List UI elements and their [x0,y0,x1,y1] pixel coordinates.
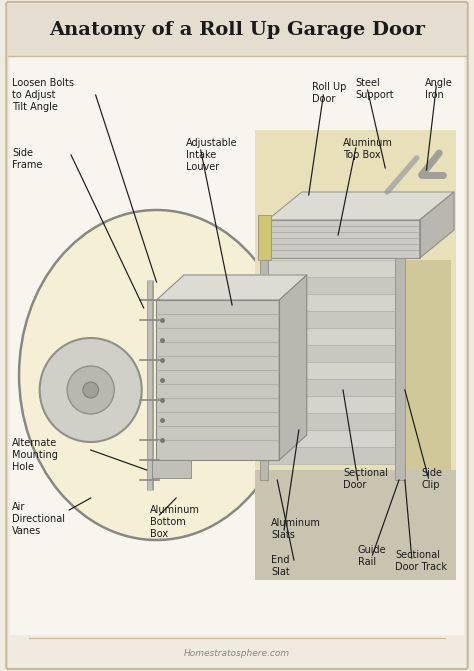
Text: Roll Up
Door: Roll Up Door [311,82,346,104]
Polygon shape [156,275,307,300]
Polygon shape [279,275,307,460]
Text: Angle
Iron: Angle Iron [425,78,452,100]
Text: Alternate
Mounting
Hole: Alternate Mounting Hole [12,438,58,472]
Text: Sectional
Door: Sectional Door [343,468,388,490]
Bar [260,258,268,480]
Bar [395,258,405,480]
Bar [156,300,279,460]
Text: Aluminum
Top Box: Aluminum Top Box [343,138,393,160]
Text: Guide
Rail: Guide Rail [358,545,386,567]
Polygon shape [419,192,454,258]
Bar [397,260,451,580]
Polygon shape [267,192,454,220]
Circle shape [83,382,99,398]
Text: Sectional
Door Track: Sectional Door Track [395,550,447,572]
Bar [267,413,397,430]
Bar [267,345,397,362]
Bar [267,430,397,447]
Text: Aluminum
Bottom
Box: Aluminum Bottom Box [150,505,200,539]
Text: End
Slat: End Slat [271,555,290,577]
Bar [8,4,466,56]
Bar [267,277,397,294]
Bar [267,311,397,328]
Bar [267,260,397,277]
Text: Anatomy of a Roll Up Garage Door: Anatomy of a Roll Up Garage Door [49,21,425,39]
Circle shape [67,366,114,414]
Bar [267,220,419,258]
Text: Loosen Bolts
to Adjust
Tilt Angle: Loosen Bolts to Adjust Tilt Angle [12,78,74,112]
FancyBboxPatch shape [6,2,468,669]
Text: Adjustable
Intake
Louver: Adjustable Intake Louver [186,138,237,172]
Bar [267,294,397,311]
Circle shape [40,338,142,442]
Text: Side
Clip: Side Clip [421,468,443,490]
Ellipse shape [19,210,294,540]
Bar [10,57,464,635]
Text: Air
Directional
Vanes: Air Directional Vanes [12,502,65,536]
Bar [267,447,397,464]
Bar [267,379,397,396]
Text: Aluminum
Slats: Aluminum Slats [271,518,321,540]
Bar [267,362,397,379]
Text: Homestratosphere.com: Homestratosphere.com [184,648,290,658]
Bar [267,396,397,413]
Bar [255,130,456,580]
Text: Side
Frame: Side Frame [12,148,43,170]
Bar [267,328,397,345]
Bar [152,460,191,478]
Bar [255,470,456,580]
Bar [257,215,271,260]
Text: Steel
Support: Steel Support [356,78,394,100]
